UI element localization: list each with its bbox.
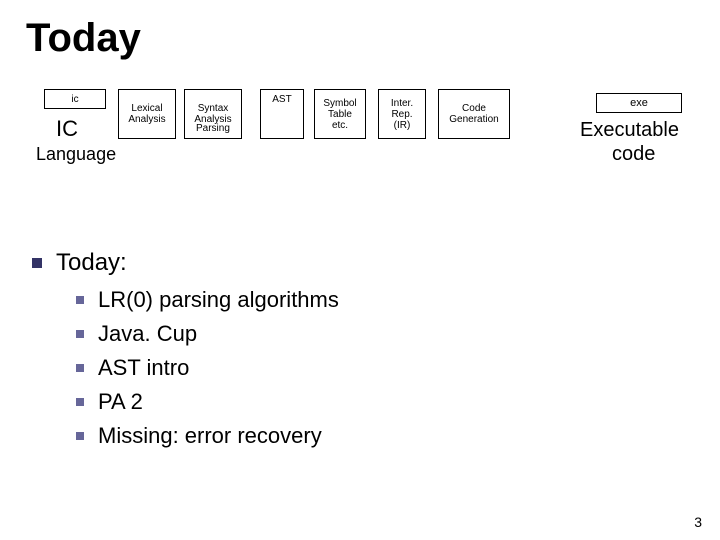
list-item-label: Missing: error recovery bbox=[98, 423, 322, 449]
stage-ast: AST bbox=[260, 89, 304, 139]
list-item-label: PA 2 bbox=[98, 389, 143, 415]
stage-ic: ic bbox=[44, 89, 106, 109]
stage-codegen: Code Generation bbox=[438, 89, 510, 139]
content-heading: Today: bbox=[56, 249, 127, 277]
annot-parsing: Parsing bbox=[196, 123, 230, 134]
stage-lexical: Lexical Analysis bbox=[118, 89, 176, 139]
annot-language: Language bbox=[36, 145, 116, 165]
list-item: Java. Cup bbox=[76, 321, 720, 347]
list-item-label: AST intro bbox=[98, 355, 189, 381]
list-item-label: LR(0) parsing algorithms bbox=[98, 287, 339, 313]
list-item-label: Java. Cup bbox=[98, 321, 197, 347]
stage-label: Rep. bbox=[391, 109, 412, 120]
heading-row: Today: bbox=[32, 249, 720, 277]
stage-label: Table bbox=[328, 109, 352, 120]
stage-label: Generation bbox=[449, 114, 498, 125]
annot-executable: Executable bbox=[580, 119, 679, 141]
stage-label: Analysis bbox=[128, 114, 165, 125]
stage-label: Inter. bbox=[391, 98, 413, 109]
stage-label: (IR) bbox=[394, 120, 411, 131]
slide-title: Today bbox=[0, 0, 720, 61]
stage-ir: Inter. Rep. (IR) bbox=[378, 89, 426, 139]
stage-label: etc. bbox=[332, 120, 348, 131]
stage-label: Lexical bbox=[131, 103, 162, 114]
bullet-icon bbox=[76, 296, 84, 304]
stage-label: Symbol bbox=[323, 98, 356, 109]
stage-label: ic bbox=[71, 94, 78, 105]
stage-label: exe bbox=[630, 97, 648, 109]
pipeline-diagram: ic Lexical Analysis Syntax Analysis AST … bbox=[26, 89, 720, 199]
bullet-icon bbox=[76, 364, 84, 372]
list-item: PA 2 bbox=[76, 389, 720, 415]
list-item: AST intro bbox=[76, 355, 720, 381]
list-item: Missing: error recovery bbox=[76, 423, 720, 449]
list-item: LR(0) parsing algorithms bbox=[76, 287, 720, 313]
sub-list: LR(0) parsing algorithms Java. Cup AST i… bbox=[76, 287, 720, 449]
stage-exe: exe bbox=[596, 93, 682, 113]
page-number: 3 bbox=[694, 514, 702, 530]
bullet-icon bbox=[76, 432, 84, 440]
content-block: Today: LR(0) parsing algorithms Java. Cu… bbox=[32, 249, 720, 449]
bullet-icon bbox=[76, 330, 84, 338]
bullet-icon bbox=[32, 258, 42, 268]
stage-symtab: Symbol Table etc. bbox=[314, 89, 366, 139]
stage-label: Syntax bbox=[198, 103, 229, 114]
annot-ic: IC bbox=[56, 117, 78, 141]
stage-label: Code bbox=[462, 103, 486, 114]
bullet-icon bbox=[76, 398, 84, 406]
stage-label: AST bbox=[272, 94, 291, 105]
annot-code: code bbox=[612, 143, 655, 165]
